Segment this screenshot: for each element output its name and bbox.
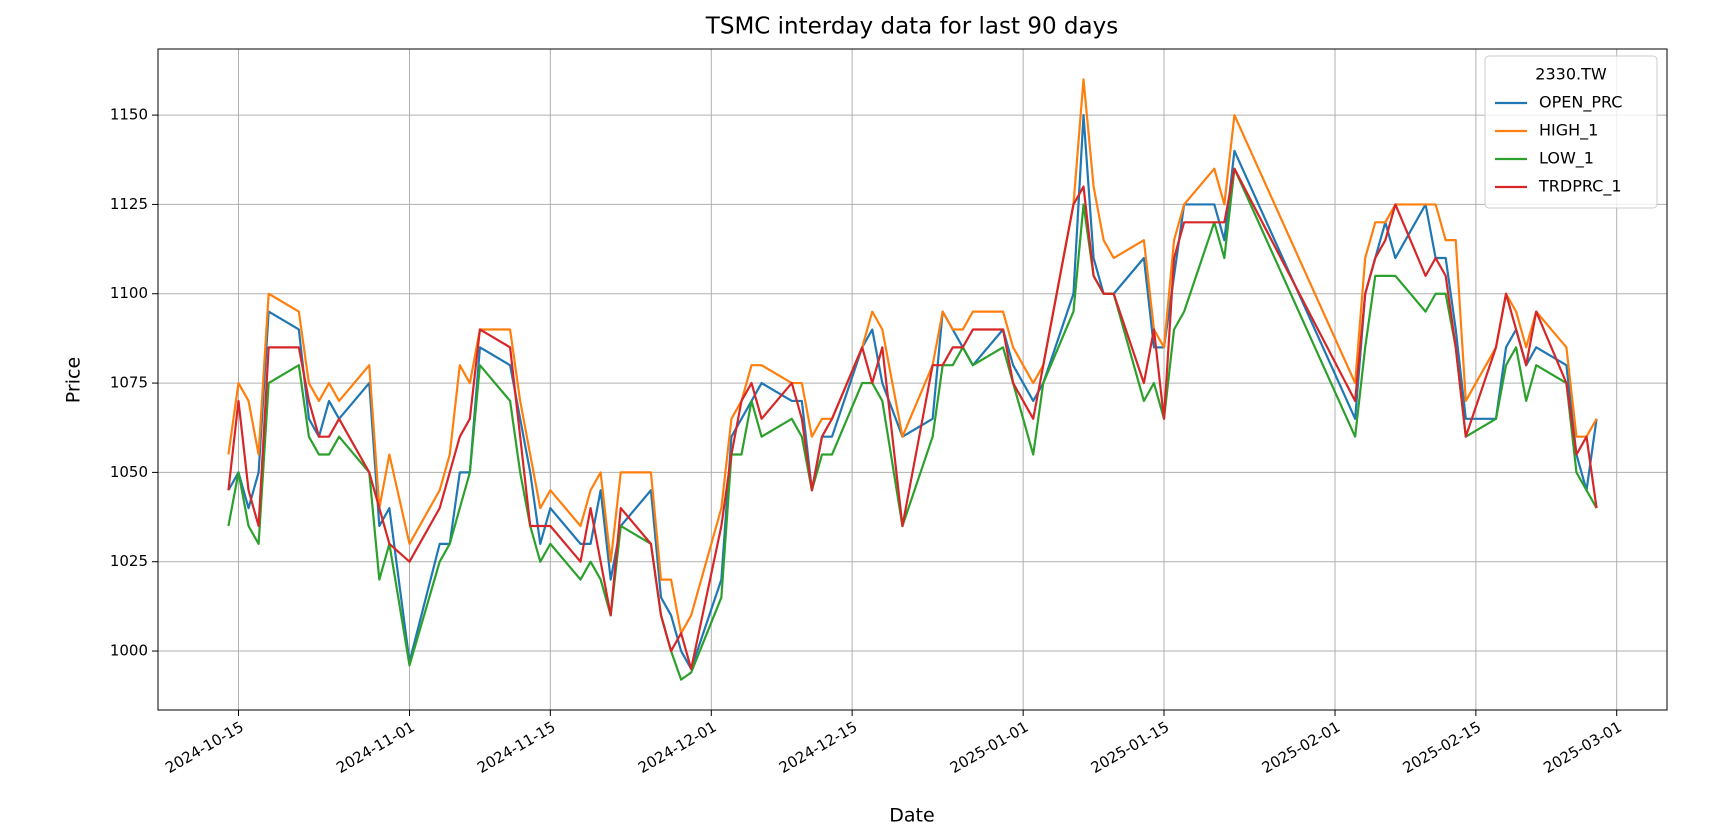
- x-tick-label: 2024-12-01: [635, 718, 720, 777]
- legend-label: TRDPRC_1: [1538, 177, 1622, 197]
- legend-label: OPEN_PRC: [1539, 93, 1622, 113]
- chart-title: TSMC interday data for last 90 days: [705, 14, 1118, 40]
- legend: 2330.TW OPEN_PRC HIGH_1 LOW_1 TRDPRC_1: [1484, 55, 1658, 209]
- legend-box: [1484, 55, 1658, 209]
- x-tick-label: 2024-10-15: [162, 718, 247, 777]
- y-axis-label: Price: [63, 357, 85, 403]
- line-series: [227, 78, 1598, 635]
- y-tick-label: 1025: [110, 552, 148, 570]
- y-tick-label: 1050: [110, 463, 148, 481]
- x-tick-label: 2025-01-01: [947, 718, 1032, 777]
- line-series: [227, 167, 1598, 671]
- x-tick-label: 2024-11-01: [333, 718, 418, 777]
- y-tick-label: 1100: [110, 284, 148, 302]
- plot-frame: [157, 48, 1668, 711]
- legend-title: 2330.TW: [1535, 65, 1607, 84]
- x-tick-label: 2024-11-15: [474, 718, 559, 777]
- x-axis-label: Date: [889, 805, 934, 827]
- x-tick-label: 2025-02-01: [1259, 718, 1344, 777]
- legend-label: LOW_1: [1539, 149, 1594, 169]
- y-tick-label: 1125: [110, 195, 148, 213]
- legend-label: HIGH_1: [1539, 121, 1598, 141]
- x-tick-label: 2024-12-15: [776, 718, 861, 777]
- y-tick-label: 1075: [110, 374, 148, 392]
- line-series: [227, 167, 1598, 681]
- y-tick-label: 1000: [110, 642, 148, 660]
- x-tick-label: 2025-03-01: [1540, 718, 1625, 777]
- y-tick-label: 1150: [110, 106, 148, 124]
- x-tick-label: 2025-01-15: [1088, 718, 1173, 777]
- x-tick-label: 2025-02-15: [1400, 718, 1485, 777]
